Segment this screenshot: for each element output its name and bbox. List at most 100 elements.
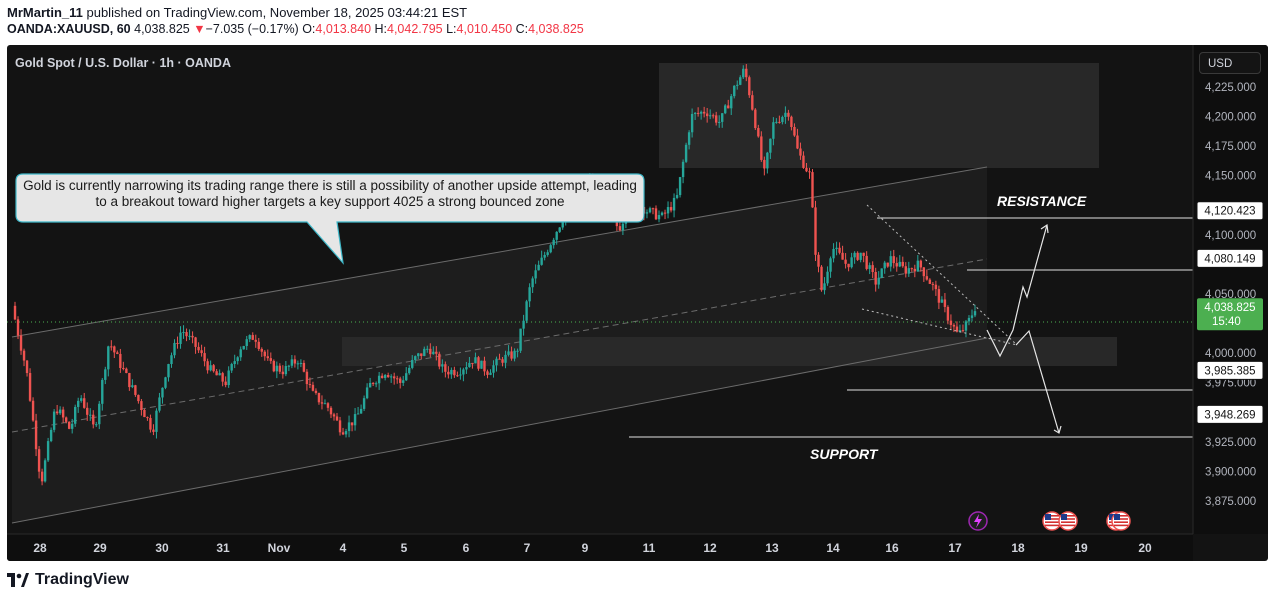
- candle-body: [904, 266, 907, 274]
- publish-header: MrMartin_11 published on TradingView.com…: [7, 4, 807, 38]
- us-flag-icon[interactable]: [1042, 511, 1062, 531]
- lightning-icon[interactable]: [968, 511, 988, 531]
- time-tick-label: 6: [463, 541, 470, 555]
- close-value: 4,038.825: [528, 22, 584, 36]
- annotation-box: Gold is currently narrowing its trading …: [23, 178, 637, 209]
- candle-body: [266, 356, 269, 359]
- chart-panel[interactable]: RESISTANCE SUPPORT Gold is currently nar…: [7, 45, 1268, 561]
- candle-body: [784, 112, 787, 117]
- candle-body: [967, 317, 971, 322]
- tradingview-logo[interactable]: TradingView: [7, 571, 129, 589]
- candle-body: [356, 413, 360, 415]
- candle-body: [690, 113, 694, 133]
- resistance-zone: [659, 63, 1099, 168]
- candle-body: [814, 207, 817, 255]
- time-tick-label: 30: [155, 541, 169, 555]
- candle-body: [284, 366, 288, 375]
- candle-body: [886, 262, 889, 267]
- candle-body: [438, 353, 441, 367]
- time-tick-label: 12: [703, 541, 717, 555]
- candle-body: [811, 172, 814, 208]
- candle-body: [299, 362, 303, 364]
- candle-body: [528, 287, 531, 302]
- level-price-tag: [1196, 201, 1264, 221]
- candle-body: [128, 373, 131, 388]
- candle-body: [365, 387, 369, 399]
- time-axis[interactable]: [7, 534, 1193, 561]
- candle-body: [678, 177, 682, 196]
- candle-body: [447, 371, 450, 375]
- candle-body: [350, 422, 354, 426]
- candle-body: [203, 353, 206, 362]
- price-tick-label: 3,900.000: [1205, 466, 1256, 478]
- candle-body: [958, 330, 962, 332]
- us-flag-icon[interactable]: [1058, 511, 1078, 531]
- candle-body: [374, 383, 378, 385]
- candle-body: [61, 409, 65, 418]
- candle-body: [152, 429, 155, 432]
- candle-body: [179, 332, 182, 344]
- candle-body: [943, 299, 947, 307]
- resistance-label: RESISTANCE: [997, 193, 1087, 209]
- candle-body: [504, 354, 507, 363]
- high-value: 4,042.795: [387, 22, 443, 36]
- candle-body: [429, 348, 432, 355]
- time-tick-label: 19: [1074, 541, 1088, 555]
- bullish-arrowhead-icon: [1040, 223, 1049, 234]
- candle-body: [465, 367, 468, 370]
- candle-body: [155, 410, 158, 432]
- price-axis-ticks: 3,875.000 3,900.000 3,925.000 3,975.000 4,00…: [1205, 82, 1256, 508]
- time-axis-ticks: 28 29 30 31 Nov 4 5 6 7 9 11 12 13 14 16 17 18 19 20: [33, 541, 1152, 555]
- price-axis[interactable]: [1193, 45, 1268, 534]
- candle-body: [233, 361, 236, 365]
- candle-body: [221, 373, 224, 382]
- candle-body: [173, 342, 176, 356]
- candle-body: [823, 283, 826, 291]
- candle-body: [699, 111, 703, 114]
- candle-body: [224, 381, 227, 386]
- candle-body: [161, 387, 164, 398]
- brand-name: TradingView: [35, 571, 129, 588]
- candle-body: [399, 378, 402, 383]
- time-tick-label: 28: [33, 541, 47, 555]
- candle-body: [468, 362, 471, 368]
- candle-body: [973, 311, 977, 316]
- candle-body: [874, 272, 877, 285]
- level-price-tag: [1196, 248, 1264, 268]
- candle-body: [763, 159, 766, 169]
- candle-body: [657, 215, 661, 220]
- candle-body: [651, 208, 655, 210]
- candle-body: [31, 400, 35, 421]
- low-value: 4,010.450: [456, 22, 513, 36]
- currency-button[interactable]: USD: [1199, 52, 1261, 74]
- candle-body: [359, 408, 363, 414]
- current-price-tag: [1197, 298, 1263, 331]
- candle-body: [107, 346, 110, 370]
- candle-body: [86, 407, 89, 415]
- candle-body: [269, 358, 273, 361]
- price-change: −7.035 (−0.17%): [205, 22, 299, 36]
- candle-body: [660, 212, 664, 216]
- price-tick-label: 3,975.000: [1205, 378, 1256, 390]
- candle-body: [714, 115, 718, 123]
- candle-body: [519, 328, 522, 351]
- author-name[interactable]: MrMartin_11: [7, 5, 83, 20]
- candle-body: [263, 351, 266, 357]
- candle-body: [143, 409, 146, 418]
- price-tick-label: 4,050.000: [1205, 289, 1256, 301]
- candle-body: [287, 365, 291, 367]
- candle-body: [197, 346, 200, 351]
- current-price-text: 4,038.825: [1204, 302, 1255, 314]
- candle-body: [167, 364, 170, 378]
- candle-body: [781, 116, 784, 123]
- candle-body: [705, 113, 709, 117]
- candle-body: [67, 421, 71, 429]
- annotation-callout[interactable]: [15, 173, 645, 265]
- us-flag-icon[interactable]: [1111, 511, 1131, 531]
- candle-body: [856, 252, 859, 260]
- candle-body: [543, 254, 546, 258]
- candle-body: [209, 365, 212, 371]
- symbol-info: OANDA:XAUUSD, 60 4,038.825 ▼−7.035 (−0.1…: [7, 21, 807, 38]
- candle-body: [89, 414, 92, 416]
- price-chart[interactable]: RESISTANCE SUPPORT Gold is currently nar…: [7, 45, 1268, 561]
